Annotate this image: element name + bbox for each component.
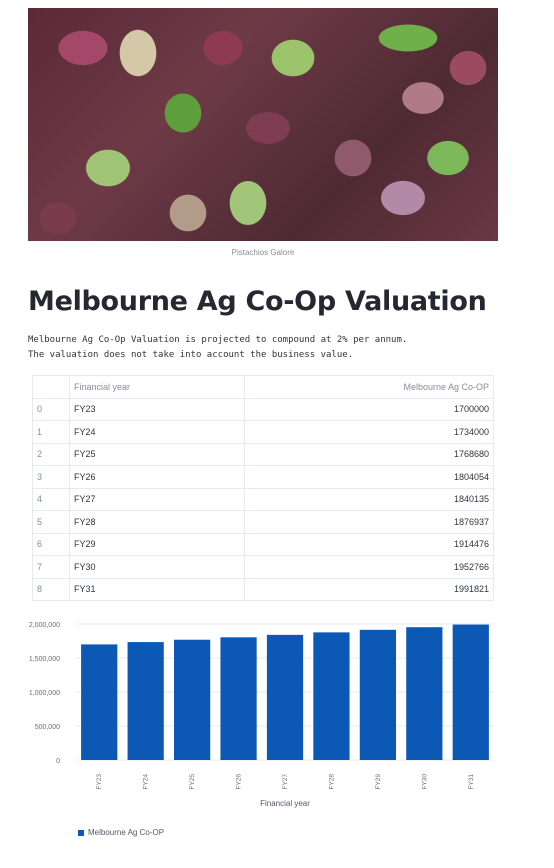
year-cell: FY23 <box>69 397 245 421</box>
page-title: Melbourne Ag Co-Op Valuation <box>28 286 487 317</box>
row-index-cell: 0 <box>32 397 70 421</box>
table-header-row: Financial year Melbourne Ag Co-OP <box>32 375 494 399</box>
table-row[interactable]: 6 FY29 1914476 <box>32 532 494 556</box>
year-cell: FY31 <box>69 577 245 601</box>
valuation-cell: 1876937 <box>244 510 494 534</box>
row-index-cell: 3 <box>32 465 70 489</box>
year-cell: FY30 <box>69 555 245 579</box>
description: Melbourne Ag Co-Op Valuation is projecte… <box>28 333 407 363</box>
row-index-cell: 2 <box>32 442 70 466</box>
table-row[interactable]: 4 FY27 1840135 <box>32 487 494 511</box>
year-cell: FY29 <box>69 532 245 556</box>
valuation-cell: 1914476 <box>244 532 494 556</box>
x-tick-label: FY23 <box>96 774 103 790</box>
table-row[interactable]: 5 FY28 1876937 <box>32 510 494 534</box>
bar[interactable] <box>406 627 443 760</box>
year-cell: FY27 <box>69 487 245 511</box>
row-index-cell: 5 <box>32 510 70 534</box>
valuation-cell: 1840135 <box>244 487 494 511</box>
row-index-cell: 6 <box>32 532 70 556</box>
bar[interactable] <box>220 637 257 760</box>
x-tick-label: FY28 <box>328 774 335 790</box>
valuation-cell: 1952766 <box>244 555 494 579</box>
year-cell: FY28 <box>69 510 245 534</box>
x-tick-label: FY26 <box>236 774 243 790</box>
description-line-1: Melbourne Ag Co-Op Valuation is projecte… <box>28 335 408 345</box>
pistachio-photo <box>28 8 498 241</box>
bar[interactable] <box>359 629 397 760</box>
chart-legend: Melbourne Ag Co-OP <box>78 828 164 837</box>
table-row[interactable]: 7 FY30 1952766 <box>32 555 494 579</box>
bar[interactable] <box>452 624 489 760</box>
valuation-bar-chart[interactable]: 0 500,000 1,000,000 1,500,000 2,000,000 FY23 F… <box>18 612 498 847</box>
description-line-2: The valuation does not take into account… <box>28 350 354 360</box>
y-tick-label: 0 <box>56 758 60 765</box>
bar[interactable] <box>173 639 211 760</box>
row-index-cell: 7 <box>32 555 70 579</box>
image-caption: Pistachios Galore <box>231 248 295 257</box>
x-tick-label: FY24 <box>143 774 150 790</box>
year-cell: FY26 <box>69 465 245 489</box>
row-index-cell: 1 <box>32 420 70 444</box>
y-tick-label: 1,000,000 <box>29 690 60 697</box>
row-index-cell: 4 <box>32 487 70 511</box>
x-tick-label: FY25 <box>189 774 196 790</box>
valuation-cell: 1768680 <box>244 442 494 466</box>
valuation-cell: 1991821 <box>244 577 494 601</box>
x-tick-label: FY31 <box>468 774 475 790</box>
bar[interactable] <box>127 642 164 760</box>
valuation-cell: 1700000 <box>244 397 494 421</box>
bar[interactable] <box>81 644 118 760</box>
valuation-cell: 1734000 <box>244 420 494 444</box>
y-tick-label: 2,000,000 <box>29 622 60 629</box>
x-tick-label: FY27 <box>282 774 289 790</box>
table-row[interactable]: 3 FY26 1804054 <box>32 465 494 489</box>
x-axis-title: Financial year <box>260 799 310 808</box>
valuation-cell: 1804054 <box>244 465 494 489</box>
table-row[interactable]: 0 FY23 1700000 <box>32 397 494 421</box>
financial-year-header[interactable]: Financial year <box>69 375 245 399</box>
table-row[interactable]: 8 FY31 1991821 <box>32 577 494 601</box>
legend-swatch <box>78 829 84 836</box>
legend-label: Melbourne Ag Co-OP <box>88 828 165 837</box>
table-row[interactable]: 2 FY25 1768680 <box>32 442 494 466</box>
valuation-table[interactable]: Financial year Melbourne Ag Co-OP 0 FY23 1… <box>32 375 494 601</box>
table-row[interactable]: 1 FY24 1734000 <box>32 420 494 444</box>
valuation-header[interactable]: Melbourne Ag Co-OP <box>244 375 494 399</box>
y-tick-label: 1,500,000 <box>29 656 60 663</box>
x-tick-label: FY30 <box>421 774 428 790</box>
bar[interactable] <box>266 634 304 760</box>
year-cell: FY24 <box>69 420 245 444</box>
year-cell: FY25 <box>69 442 245 466</box>
bar[interactable] <box>313 632 350 760</box>
row-index-cell: 8 <box>32 577 70 601</box>
y-tick-label: 500,000 <box>35 724 60 731</box>
index-header <box>32 375 70 399</box>
x-tick-label: FY29 <box>375 774 382 790</box>
